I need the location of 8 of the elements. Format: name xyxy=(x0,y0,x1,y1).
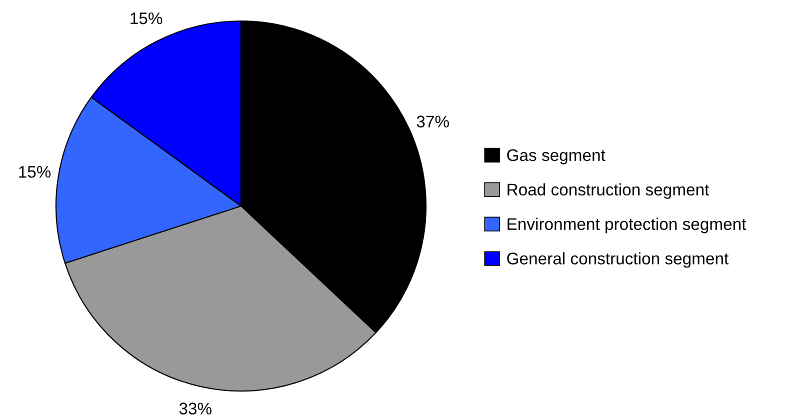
legend-label: Road construction segment xyxy=(508,183,710,199)
legend-label: Gas segment xyxy=(507,149,606,164)
data-label: 15% xyxy=(19,166,51,178)
data-label: 37% xyxy=(416,116,449,128)
data-label: 33% xyxy=(179,402,212,414)
legend-label: Environment protection segment xyxy=(508,218,746,234)
legend-label: General construction segment xyxy=(507,252,729,268)
data-label: 15% xyxy=(130,12,162,24)
